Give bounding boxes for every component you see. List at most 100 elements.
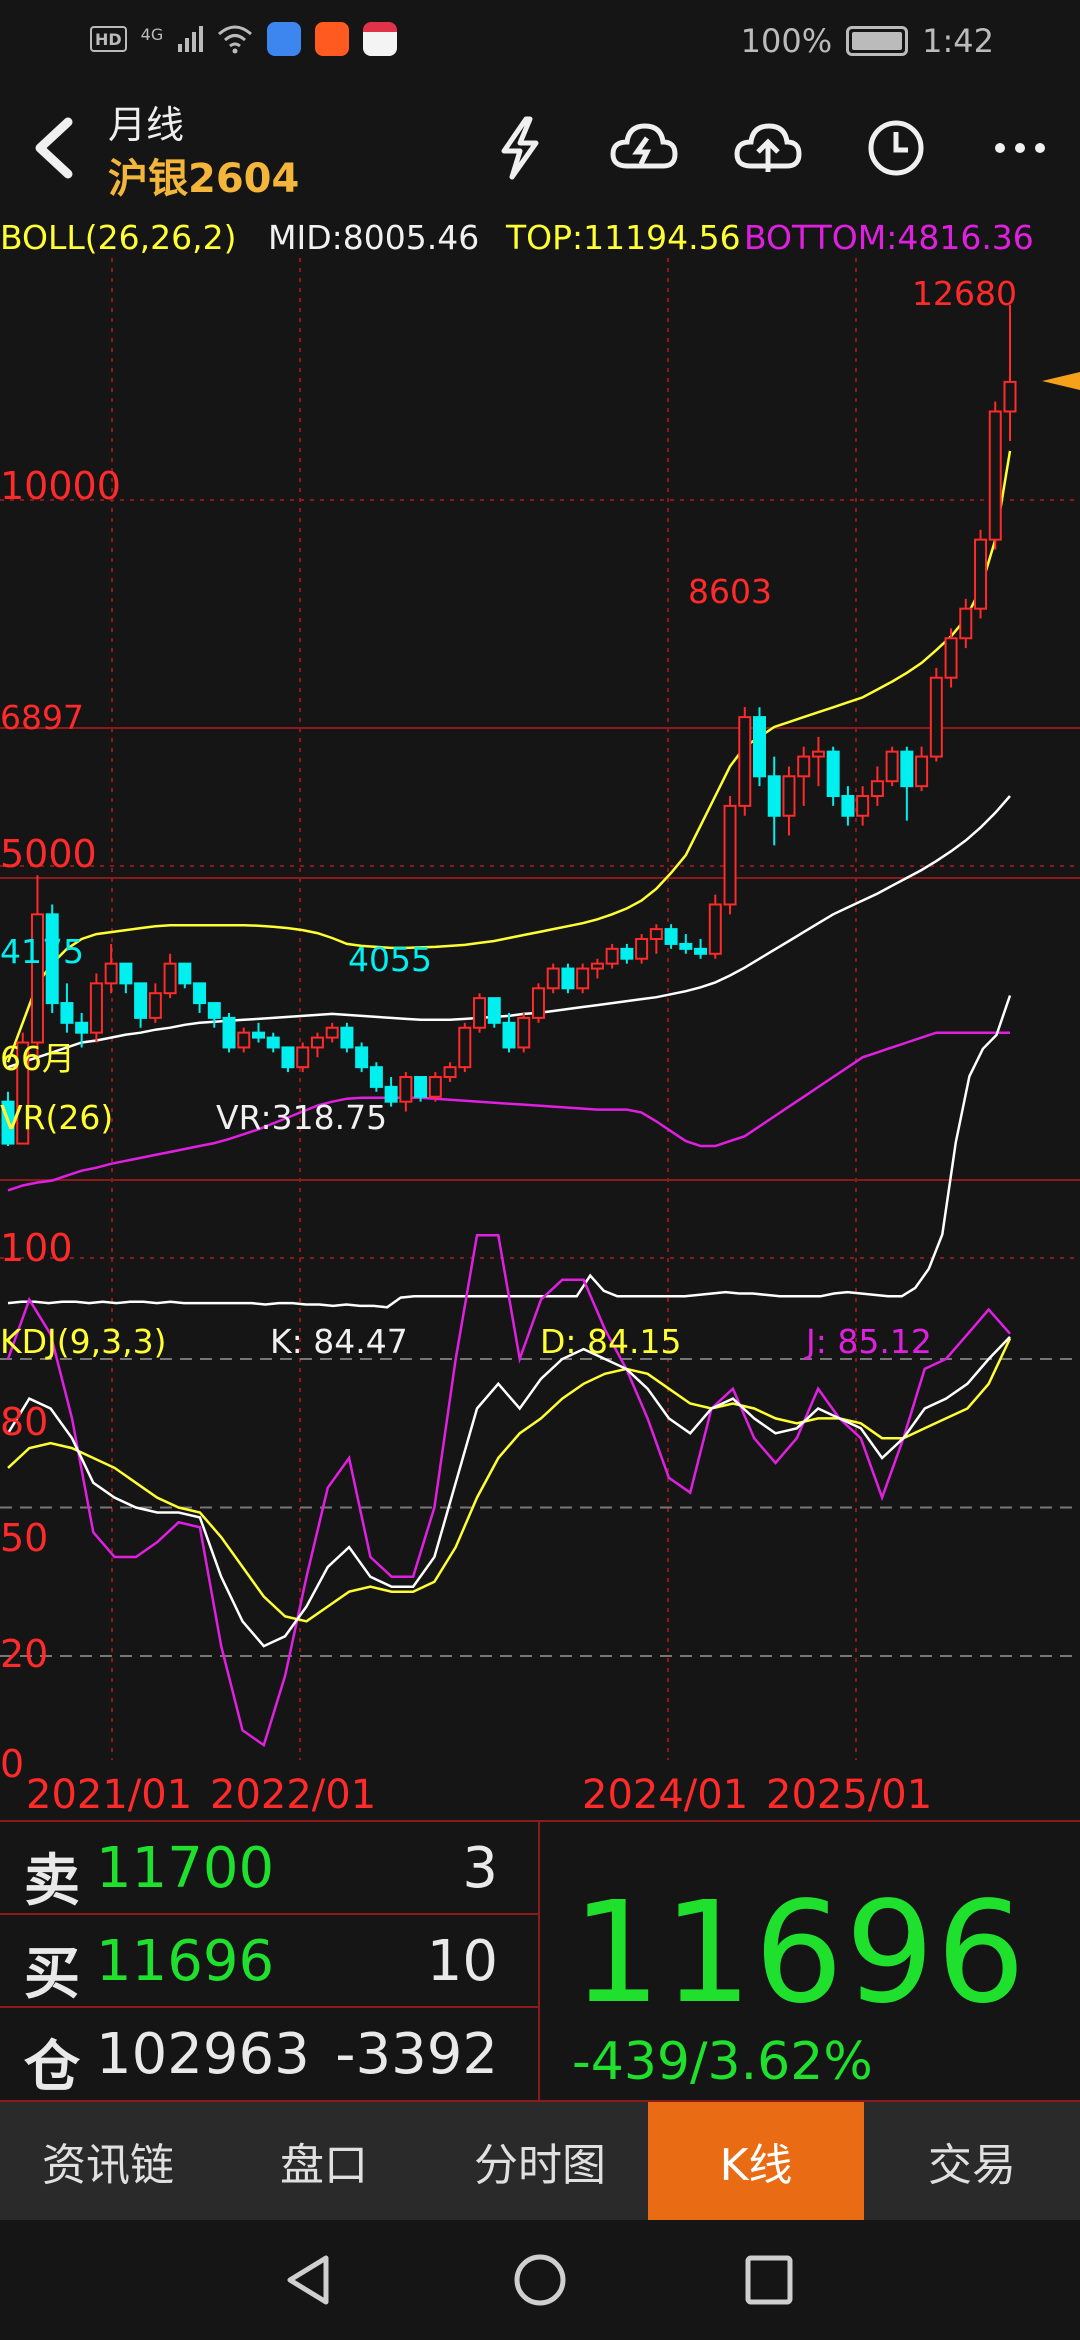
kdj-k-line xyxy=(6,1336,1011,1648)
candle-body xyxy=(620,947,634,960)
lightning-icon[interactable] xyxy=(480,110,560,186)
app-header: 月线 沪银2604 xyxy=(0,88,1080,210)
boll-top-line xyxy=(6,450,1012,1063)
open-interest-value: 102963 xyxy=(96,2022,310,2087)
clock-icon[interactable] xyxy=(856,110,936,186)
tab-kline[interactable]: K线 xyxy=(648,2102,864,2220)
kdj-axis-0: 0 xyxy=(0,1742,25,1786)
battery-percent: 100% xyxy=(740,22,833,60)
kline-chart[interactable]: BOLL(26,26,2) MID:8005.46 TOP:11194.56 B… xyxy=(0,210,1080,1820)
candle-body xyxy=(60,1002,74,1024)
battery-icon xyxy=(846,26,909,56)
candle-body xyxy=(502,1021,516,1049)
cloud-upload-icon[interactable] xyxy=(728,110,808,186)
app-icon-blue xyxy=(267,22,302,56)
candle-body xyxy=(281,1046,295,1069)
candle-body xyxy=(119,962,133,985)
candle-body xyxy=(16,1041,30,1145)
candle-body xyxy=(369,1066,383,1088)
vr-value: VR:318.75 xyxy=(216,1098,388,1137)
candle-body xyxy=(576,967,590,990)
boll-label: BOLL(26,26,2) xyxy=(0,218,237,257)
home-nav-icon[interactable] xyxy=(505,2250,575,2310)
candle-body xyxy=(782,775,796,817)
high-label-8603: 8603 xyxy=(688,572,772,611)
back-arrow-icon[interactable] xyxy=(20,110,90,186)
candle-body xyxy=(959,607,973,640)
system-nav-bar xyxy=(0,2220,1080,2340)
candle-body xyxy=(679,942,693,950)
candle-body xyxy=(635,937,649,960)
app-icon-red xyxy=(363,22,398,56)
vr-label: VR(26) xyxy=(0,1098,114,1137)
kdj-axis-20: 20 xyxy=(0,1632,49,1676)
candle-body xyxy=(89,982,103,1034)
candle-body xyxy=(944,637,958,679)
candle-body xyxy=(355,1046,369,1069)
page-title: 月线 xyxy=(108,103,185,147)
open-interest-row: 仓 102963 -3392 xyxy=(0,2008,538,2101)
period-count: 66月 xyxy=(0,1039,75,1078)
contract-name[interactable]: 沪银2604 xyxy=(108,156,300,202)
ask-qty: 3 xyxy=(462,1836,498,1901)
candle-body xyxy=(163,962,177,995)
candle-body xyxy=(30,913,44,1044)
date-label: 2024/01 xyxy=(582,1772,749,1818)
more-icon[interactable] xyxy=(980,110,1060,186)
tab-order-book[interactable]: 盘口 xyxy=(280,2140,368,2191)
candle-body xyxy=(148,992,162,1019)
candle-body xyxy=(885,750,899,783)
candle-body xyxy=(428,1076,442,1098)
candle-body xyxy=(841,795,855,817)
candle-body xyxy=(605,947,619,965)
candle-body xyxy=(900,750,914,788)
candle-body xyxy=(487,997,501,1024)
candle-body xyxy=(561,967,575,990)
candle-body xyxy=(266,1036,280,1049)
candle-body xyxy=(296,1046,310,1069)
kdj-j-line xyxy=(6,1234,1011,1748)
candle-body xyxy=(1,1100,15,1145)
current-price-marker-icon xyxy=(1042,372,1080,390)
boll-bottom-value: BOTTOM:4816.36 xyxy=(744,218,1034,257)
price-axis-10000: 10000 xyxy=(0,464,121,508)
candle-body xyxy=(399,1076,413,1103)
candle-body xyxy=(649,928,663,940)
kdj-axis-80: 80 xyxy=(0,1400,49,1444)
candle-body xyxy=(738,716,752,807)
ask-row[interactable]: 卖 11700 3 xyxy=(0,1822,538,1915)
candle-body xyxy=(104,962,118,985)
candle-body xyxy=(517,1016,531,1049)
candle-body xyxy=(664,928,678,945)
low-label-4055: 4055 xyxy=(348,940,432,979)
kdj-axis-50: 50 xyxy=(0,1516,49,1560)
wifi-icon xyxy=(218,25,253,54)
date-label: 2021/01 xyxy=(26,1772,193,1818)
date-label: 2022/01 xyxy=(210,1772,377,1818)
low-label-4175: 4175 xyxy=(0,932,84,971)
candle-body xyxy=(207,1002,221,1019)
cloud-sync-icon[interactable] xyxy=(604,110,684,186)
candle-body xyxy=(546,967,560,990)
candle-body xyxy=(325,1026,339,1039)
candle-body xyxy=(252,1031,265,1039)
open-interest-change: -3392 xyxy=(335,2022,498,2087)
candle-body xyxy=(708,903,722,955)
candle-body xyxy=(45,913,59,1005)
candle-body xyxy=(753,716,766,778)
recents-nav-icon[interactable] xyxy=(734,2250,804,2310)
back-nav-icon[interactable] xyxy=(274,2250,344,2310)
candle-body xyxy=(915,755,929,788)
candle-body xyxy=(458,1026,472,1069)
candle-body xyxy=(473,997,487,1029)
vr-axis-100: 100 xyxy=(0,1226,73,1270)
bid-row[interactable]: 买 11696 10 xyxy=(0,1915,538,2008)
tab-news-chain[interactable]: 资讯链 xyxy=(42,2140,174,2191)
candle-body xyxy=(310,1036,324,1049)
tab-intraday[interactable]: 分时图 xyxy=(474,2140,606,2191)
candle-body xyxy=(443,1066,457,1079)
tab-trade[interactable]: 交易 xyxy=(928,2140,1016,2191)
kdj-j-value: J: 85.12 xyxy=(806,1322,932,1361)
candle-body xyxy=(414,1076,428,1098)
kdj-k-value: K: 84.47 xyxy=(270,1322,408,1361)
